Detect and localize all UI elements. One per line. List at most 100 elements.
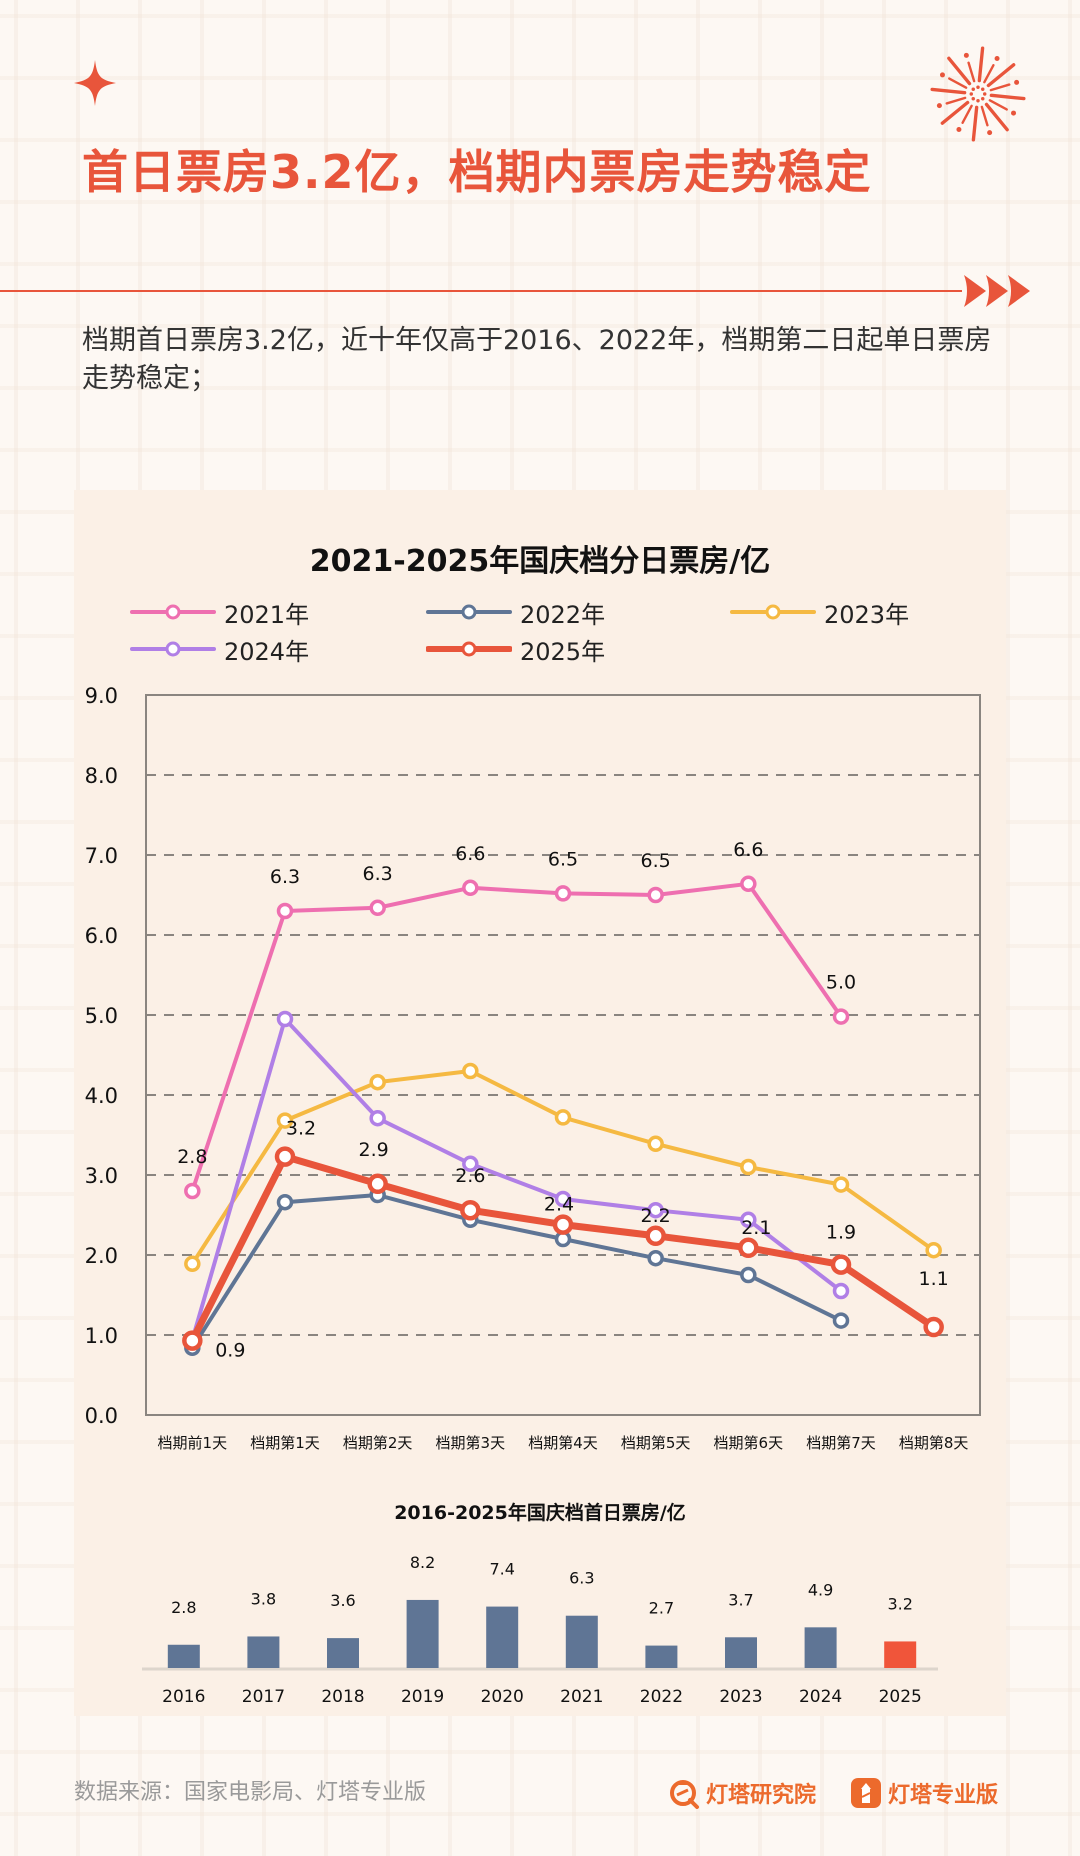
data-point [647,1249,664,1267]
headline: 首日票房3.2亿，档期内票房走势稳定 [82,145,872,199]
data-source: 数据来源：国家电影局、灯塔专业版 [74,1780,427,1805]
y-tick-label: 9.0 [85,684,118,708]
bar-category-label: 2020 [481,1687,524,1707]
bar-value-label: 3.2 [887,1594,912,1613]
y-tick-label: 2.0 [85,1244,118,1268]
line-chart: 0.0 1.0 2.0 3.0 4.0 5.0 6.0 7.0 8.0 9.0 档期前1天 档期第1天… [85,684,981,1452]
data-point [740,1158,757,1176]
bar-category-label: 2017 [242,1687,285,1707]
bar-value-label: 2.8 [171,1598,196,1617]
x-tick-label: 档期第5天 [621,1434,691,1452]
data-point [647,886,664,904]
data-point [460,1199,481,1221]
y-tick-label: 1.0 [85,1324,118,1348]
line-chart-title: 2021-2025年国庆档分日票房/亿 [309,544,771,579]
dengta-research-logo-icon [670,1780,699,1809]
x-tick-label: 档期前1天 [158,1434,228,1452]
bar [167,1644,200,1668]
data-label: 2.1 [741,1217,771,1239]
data-point [832,1282,850,1300]
legend-marker-icon [426,641,512,657]
data-point [832,1176,850,1193]
data-point [276,1010,294,1028]
data-label: 1.9 [826,1222,856,1244]
bar-value-label: 3.7 [728,1590,753,1609]
legend-label: 2024年 [224,637,310,666]
y-tick-label: 0.0 [85,1404,118,1428]
data-point [740,875,757,893]
y-tick-label: 4.0 [85,1084,118,1108]
data-point [552,1214,574,1235]
bar [884,1641,917,1668]
data-point [832,1008,850,1025]
data-label: 5.0 [826,972,856,994]
triple-arrow-icon [964,275,1030,307]
sparkle-star-icon [74,60,116,106]
data-label: 6.3 [363,863,393,885]
legend-item[interactable]: 2025年 [426,634,606,666]
legend-label: 2023年 [824,600,910,629]
data-point [925,1241,942,1259]
x-tick-label: 档期第1天 [250,1434,320,1452]
data-point [369,899,386,917]
legend-label: 2025年 [520,637,606,666]
bar [327,1638,359,1668]
data-point [740,1266,757,1284]
data-label: 2.2 [641,1205,671,1227]
x-tick-label: 档期第3天 [436,1434,506,1452]
data-point [740,1211,757,1229]
x-tick-label: 档期第6天 [714,1434,784,1452]
x-tick-label: 档期第2天 [343,1434,413,1452]
data-point [923,1316,944,1338]
legend-item[interactable]: 2023年 [730,597,910,629]
x-tick-label: 档期第8天 [899,1434,969,1452]
data-label: 6.6 [455,843,485,865]
bar-value-label: 2.7 [649,1599,674,1618]
x-tick-label: 档期第4天 [528,1434,598,1452]
data-label: 2.4 [544,1194,574,1216]
summary-text: 档期首日票房3.2亿，近十年仅高于2016、2022年，档期第二日起单日票房走势… [82,325,992,394]
x-tick-label: 档期第7天 [806,1434,876,1452]
data-point [367,1173,388,1195]
bar [645,1645,678,1668]
legend-marker-icon [730,604,816,620]
legend-item[interactable]: 2024年 [130,634,310,666]
bar-value-label: 3.8 [251,1589,276,1608]
y-tick-label: 5.0 [85,1004,118,1028]
plot-frame [145,694,981,1416]
data-point [554,1190,572,1208]
bar-chart-title: 2016-2025年国庆档首日票房/亿 [394,1502,686,1524]
series-2021年 [184,875,850,1200]
data-label: 2.8 [177,1146,207,1168]
data-point [832,1312,850,1329]
data-point [369,1073,386,1091]
data-label: 6.3 [270,866,300,888]
legend-item[interactable]: 2022年 [426,597,606,629]
data-point [276,1193,294,1211]
data-point [184,1182,201,1200]
data-point [462,879,479,897]
legend-label: 2022年 [520,600,606,629]
data-point [738,1237,759,1259]
data-point [462,1062,479,1080]
data-point [647,1201,664,1219]
data-label: 1.1 [919,1268,949,1290]
y-tick-label: 7.0 [85,844,118,868]
data-point [830,1254,852,1275]
brand-dengta-pro: 灯塔专业版 [850,1777,998,1809]
y-tick-label: 8.0 [85,764,118,788]
legend-marker-icon [426,604,512,620]
bar-chart: 2.8 2016 3.8 2017 3.6 2018 8.2 2019 7.4 2020 6.3 20… [142,1553,938,1707]
bar [247,1636,280,1668]
bar-category-label: 2022 [640,1687,683,1707]
bar [486,1606,519,1668]
bar [804,1627,837,1668]
data-point [554,1109,572,1126]
data-point [276,902,294,920]
bar-value-label: 6.3 [569,1569,594,1588]
data-point [647,1135,664,1153]
data-point [274,1146,296,1167]
series-2025年 [182,1146,944,1351]
series-line [190,1193,842,1349]
legend-item[interactable]: 2021年 [130,597,309,629]
